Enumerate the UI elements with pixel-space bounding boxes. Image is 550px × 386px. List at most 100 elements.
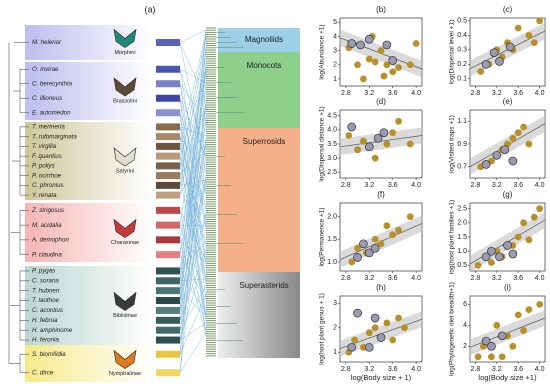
x-tick-label: 3.6 — [513, 366, 523, 373]
point — [488, 259, 495, 266]
tribe-label: Satyrini — [116, 168, 134, 174]
tribe-label: Morphini — [114, 50, 135, 56]
species-bar — [156, 236, 180, 244]
x-tick-label: 3.6 — [513, 275, 523, 282]
plant-clade — [218, 128, 300, 272]
y-tick-label: 1.0 — [457, 248, 467, 255]
species-bar — [156, 277, 180, 285]
point — [388, 56, 398, 65]
butterfly — [113, 291, 137, 311]
point — [536, 300, 544, 308]
link — [179, 210, 207, 332]
point — [364, 34, 374, 44]
point — [382, 40, 392, 50]
species-bar — [156, 206, 180, 214]
species-label: S. blomfildia — [32, 351, 66, 358]
point — [406, 213, 414, 221]
species-label: H. amphinome — [32, 327, 73, 334]
y-tick-label: 0.9 — [457, 141, 467, 148]
x-tick-label: 3.6 — [388, 275, 398, 282]
point — [383, 140, 391, 148]
point — [371, 235, 379, 243]
tribe-label: Charaxinae — [111, 240, 139, 246]
point — [525, 140, 533, 148]
link — [179, 42, 207, 102]
y-tick-label: 0.1 — [457, 76, 467, 83]
point — [474, 261, 482, 269]
x-tick-label: 3.2 — [364, 366, 374, 373]
x-tick-label: 3.2 — [492, 182, 502, 189]
plant-clade — [218, 52, 300, 128]
y-tick-label: 2 — [333, 62, 337, 69]
y-axis-label: log(Dispersal level +1) — [449, 20, 456, 85]
point — [406, 61, 414, 69]
point — [536, 17, 544, 25]
y-axis-label: log(Visited traps +1) — [449, 115, 456, 173]
point — [371, 324, 379, 332]
species-label: O. invirae — [32, 66, 59, 73]
species-label: Y. renata — [32, 192, 57, 199]
butterfly — [113, 349, 137, 369]
clade-label: Magnoliids — [245, 35, 283, 44]
x-tick-label: 2.8 — [341, 275, 351, 282]
x-tick-label: 3.2 — [492, 90, 502, 97]
species-bar — [156, 162, 180, 170]
x-tick-label: 2.8 — [470, 275, 480, 282]
plot-frame — [339, 202, 423, 272]
x-tick-label: 2.8 — [470, 182, 480, 189]
point — [514, 233, 522, 241]
point — [520, 219, 527, 227]
x-tick-label: 3.6 — [388, 90, 398, 97]
y-tick-label: 0.7 — [457, 164, 467, 171]
species-label: H. feronia — [32, 337, 59, 344]
point — [508, 249, 518, 259]
species-label: C. acontius — [32, 307, 63, 314]
species-label: P. pygas — [32, 268, 55, 275]
y-tick-label: 2.5 — [457, 206, 467, 213]
link — [179, 31, 207, 147]
point — [345, 132, 353, 139]
link — [179, 83, 207, 121]
species-bar — [156, 191, 180, 199]
species-label: P. claudina — [32, 251, 62, 258]
species-bar — [156, 94, 180, 102]
point — [370, 243, 380, 253]
tribe-label: Biblidinae — [113, 313, 137, 319]
y-tick-label: 0.5 — [457, 262, 467, 269]
link — [179, 142, 207, 176]
panel-letter: (g) — [503, 190, 513, 199]
point — [498, 353, 506, 361]
link — [179, 270, 207, 314]
y-axis-label: log(host plant genus + 1) — [319, 293, 326, 365]
species-label: H. februa — [32, 317, 58, 324]
y-axis-label: log(host plant families +1) — [449, 200, 456, 274]
point — [530, 39, 538, 46]
point — [376, 333, 386, 342]
point — [380, 72, 388, 80]
y-tick-label: 4 — [463, 322, 467, 329]
link — [179, 145, 207, 196]
point — [354, 146, 361, 154]
species-bar — [156, 297, 180, 305]
point — [351, 336, 359, 344]
butterfly — [113, 77, 137, 97]
point — [348, 258, 356, 266]
y-tick-label: 2.0 — [327, 213, 337, 220]
point — [389, 129, 397, 137]
x-axis-label: log(Body size + 1) — [351, 373, 412, 382]
species-label: Z. strigosus — [31, 207, 64, 214]
y-axis-label: log(Dispersal distance +1) — [319, 106, 326, 181]
link — [179, 69, 207, 311]
point — [474, 353, 482, 361]
point — [364, 248, 374, 258]
x-tick-label: 2.8 — [341, 90, 351, 97]
link — [179, 82, 207, 373]
point — [354, 61, 361, 69]
species-label: T. rufomarginata — [32, 133, 77, 140]
y-tick-label: 4 — [333, 33, 337, 40]
y-tick-label: 3.0 — [327, 155, 337, 162]
link — [179, 177, 207, 321]
point — [503, 241, 512, 250]
x-tick-label: 3.2 — [492, 275, 502, 282]
point — [383, 61, 391, 69]
